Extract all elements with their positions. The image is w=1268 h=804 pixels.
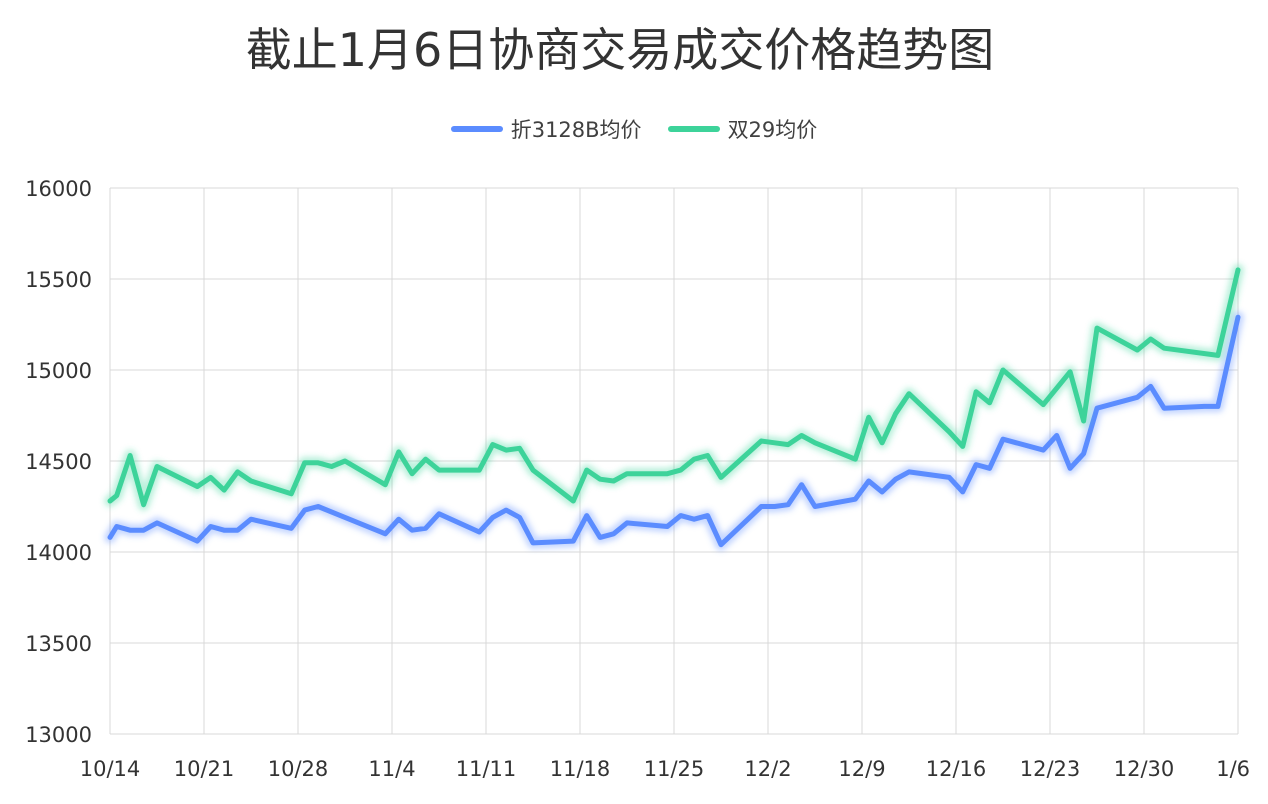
legend-label-series-2: 双29均价 — [727, 118, 818, 142]
series-2-line — [107, 267, 1241, 508]
series-lines — [104, 263, 1244, 551]
legend: 折3128B均价 双29均价 — [0, 114, 1268, 144]
x-tick-label: 11/18 — [550, 757, 611, 781]
y-axis: 13000 13500 14000 14500 15000 15500 16000 — [25, 177, 92, 747]
y-tick-label: 14500 — [25, 450, 92, 474]
legend-item-series-2: 双29均价 — [667, 114, 818, 144]
x-tick-label: 12/9 — [838, 757, 885, 781]
chart-title: 截止1月6日协商交易成交价格趋势图 — [245, 23, 995, 77]
x-tick-label: 11/11 — [456, 757, 517, 781]
x-tick-label: 12/2 — [744, 757, 791, 781]
y-tick-label: 13000 — [25, 723, 92, 747]
y-tick-label: 13500 — [25, 632, 92, 656]
x-axis: 10/14 10/21 10/28 11/4 11/11 11/18 11/25 12/2 12… — [80, 757, 1250, 781]
y-tick-label: 14000 — [25, 541, 92, 565]
x-tick-label: 10/28 — [268, 757, 329, 781]
y-tick-label: 15000 — [25, 359, 92, 383]
y-tick-label: 16000 — [25, 177, 92, 201]
series-1-line — [107, 314, 1241, 548]
legend-label-series-1: 折3128B均价 — [510, 118, 642, 142]
x-tick-label: 12/30 — [1114, 757, 1175, 781]
x-tick-label: 10/14 — [80, 757, 141, 781]
x-tick-label: 11/4 — [368, 757, 415, 781]
y-tick-label: 15500 — [25, 268, 92, 292]
x-tick-label: 12/23 — [1020, 757, 1081, 781]
legend-swatch-series-2 — [667, 126, 720, 132]
grid — [109, 187, 1239, 735]
legend-swatch-series-1 — [450, 126, 503, 132]
x-tick-label: 1/6 — [1216, 757, 1250, 781]
legend-item-series-1: 折3128B均价 — [450, 114, 642, 144]
x-tick-label: 11/25 — [644, 757, 705, 781]
x-tick-label: 12/16 — [926, 757, 987, 781]
x-tick-label: 10/21 — [174, 757, 235, 781]
